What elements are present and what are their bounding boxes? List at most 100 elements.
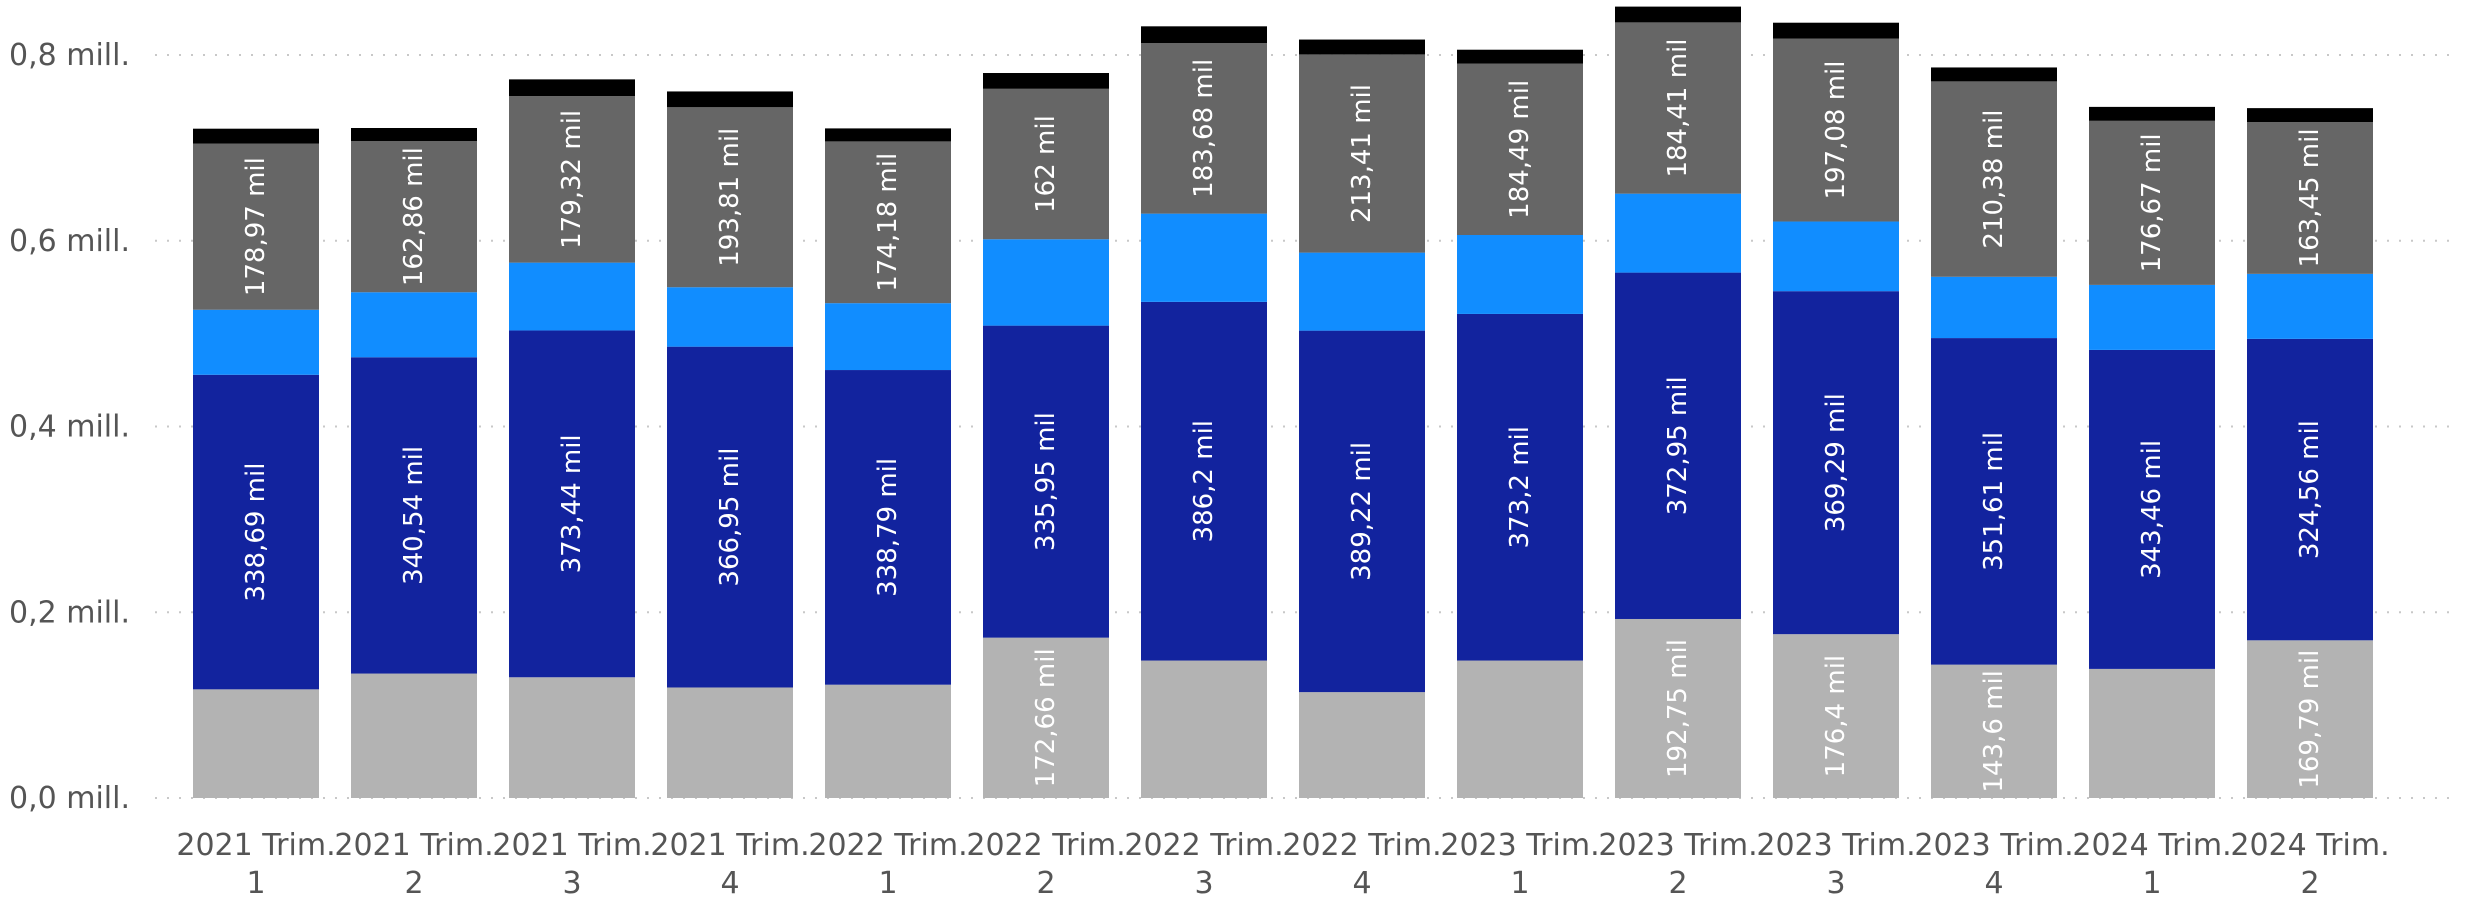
bar-segment-9-3 — [1615, 22, 1741, 194]
bar-segment-11-1 — [1931, 338, 2057, 665]
bar-segment-11-3 — [1931, 81, 2057, 277]
bar-segment-11-4 — [1931, 67, 2057, 82]
bar-segment-4-2 — [825, 303, 951, 371]
bar-segment-2-3 — [509, 96, 635, 263]
bar-segment-12-3 — [2089, 120, 2215, 285]
data-label-5-3: 162 mil — [1031, 115, 1061, 213]
data-label-0-3: 178,97 mil — [241, 157, 271, 296]
data-label-2-1: 373,44 mil — [557, 434, 587, 573]
x-category-label-6-line2: 3 — [1194, 866, 1213, 901]
data-label-8-1: 373,2 mil — [1505, 426, 1535, 548]
data-label-3-3: 193,81 mil — [715, 128, 745, 267]
bars — [193, 6, 2373, 798]
bar-segment-2-4 — [509, 79, 635, 97]
bar-segment-8-3 — [1457, 63, 1583, 235]
y-tick-label-1: 0,2 mill. — [9, 595, 130, 630]
data-label-11-3: 210,38 mil — [1979, 110, 2009, 249]
data-label-12-1: 343,46 mil — [2137, 440, 2167, 579]
bar-segment-9-1 — [1615, 272, 1741, 619]
bar-segment-6-0 — [1141, 660, 1267, 798]
data-label-9-3: 184,41 mil — [1663, 39, 1693, 178]
x-category-label-3-line1: 2021 Trim. — [650, 828, 809, 863]
data-label-3-1: 366,95 mil — [715, 448, 745, 587]
bar-segment-7-1 — [1299, 330, 1425, 693]
data-label-6-1: 386,2 mil — [1189, 420, 1219, 542]
data-label-5-0: 172,66 mil — [1031, 648, 1061, 787]
data-label-9-1: 372,95 mil — [1663, 376, 1693, 515]
bar-segment-5-4 — [983, 73, 1109, 89]
bar-segment-2-1 — [509, 330, 635, 678]
bar-segment-2-0 — [509, 677, 635, 798]
bar-segment-1-1 — [351, 357, 477, 674]
data-label-5-1: 335,95 mil — [1031, 412, 1061, 551]
bar-segment-12-4 — [2089, 106, 2215, 121]
bar-segment-3-4 — [667, 91, 793, 108]
bar-segment-9-4 — [1615, 6, 1741, 23]
bar-segment-9-2 — [1615, 193, 1741, 273]
bar-segment-6-1 — [1141, 301, 1267, 661]
x-category-label-0-line1: 2021 Trim. — [176, 828, 335, 863]
y-tick-label-2: 0,4 mill. — [9, 410, 130, 445]
x-category-label-5-line2: 2 — [1036, 866, 1055, 901]
bar-segment-7-4 — [1299, 39, 1425, 55]
y-axis-ticks: 0,0 mill. 0,2 mill. 0,4 mill. 0,6 mill. 0,8 … — [9, 38, 130, 816]
bar-segment-3-0 — [667, 687, 793, 798]
bar-segment-12-2 — [2089, 284, 2215, 350]
bar-segment-5-3 — [983, 88, 1109, 240]
y-tick-label-0: 0,0 mill. — [9, 781, 130, 816]
bar-segment-4-4 — [825, 128, 951, 142]
bar-segment-10-2 — [1773, 221, 1899, 292]
data-label-8-3: 184,49 mil — [1505, 80, 1535, 219]
bar-segment-4-3 — [825, 141, 951, 304]
x-category-label-9-line2: 2 — [1668, 866, 1687, 901]
data-label-11-1: 351,61 mil — [1979, 432, 2009, 571]
x-category-label-12-line2: 1 — [2142, 866, 2161, 901]
data-label-6-3: 183,68 mil — [1189, 59, 1219, 198]
bar-segment-5-2 — [983, 239, 1109, 326]
x-category-label-12-line1: 2024 Trim. — [2072, 828, 2231, 863]
data-labels: 338,69 mil 178,97 mil 340,54 mil 162,86 mil… — [241, 39, 2325, 793]
bar-segment-7-2 — [1299, 252, 1425, 331]
data-label-7-1: 389,22 mil — [1347, 442, 1377, 581]
x-category-label-1-line2: 2 — [404, 866, 423, 901]
data-label-9-0: 192,75 mil — [1663, 639, 1693, 778]
bar-segment-0-4 — [193, 128, 319, 144]
bar-segment-0-0 — [193, 689, 319, 798]
bar-segment-13-0 — [2247, 640, 2373, 798]
bar-segment-12-1 — [2089, 349, 2215, 669]
bar-segment-10-1 — [1773, 291, 1899, 635]
data-label-2-3: 179,32 mil — [557, 110, 587, 249]
bar-segment-8-4 — [1457, 49, 1583, 64]
x-category-label-11-line1: 2023 Trim. — [1914, 828, 2073, 863]
bar-segment-13-1 — [2247, 338, 2373, 641]
x-category-label-13-line2: 2 — [2300, 866, 2319, 901]
bar-segment-10-4 — [1773, 22, 1899, 39]
bar-segment-7-3 — [1299, 54, 1425, 253]
x-category-label-2-line1: 2021 Trim. — [492, 828, 651, 863]
bar-segment-13-3 — [2247, 122, 2373, 274]
bar-segment-11-2 — [1931, 276, 2057, 339]
data-label-12-3: 176,67 mil — [2137, 133, 2167, 272]
bar-segment-0-3 — [193, 143, 319, 310]
bar-segment-1-4 — [351, 127, 477, 142]
bar-segment-6-3 — [1141, 43, 1267, 214]
bar-segment-6-2 — [1141, 213, 1267, 302]
data-label-0-1: 338,69 mil — [241, 463, 271, 602]
bar-segment-3-1 — [667, 346, 793, 688]
x-category-label-10-line2: 3 — [1826, 866, 1845, 901]
y-tick-label-3: 0,6 mill. — [9, 224, 130, 259]
data-label-11-0: 143,6 mil — [1979, 670, 2009, 792]
bar-segment-8-2 — [1457, 234, 1583, 314]
y-tick-label-4: 0,8 mill. — [9, 38, 130, 73]
data-label-7-3: 213,41 mil — [1347, 84, 1377, 223]
bar-segment-8-1 — [1457, 313, 1583, 661]
bar-segment-13-4 — [2247, 108, 2373, 123]
x-category-label-2-line2: 3 — [562, 866, 581, 901]
bar-segment-13-2 — [2247, 273, 2373, 339]
bar-segment-10-3 — [1773, 38, 1899, 222]
data-label-13-1: 324,56 mil — [2295, 420, 2325, 559]
bar-segment-6-4 — [1141, 26, 1267, 44]
